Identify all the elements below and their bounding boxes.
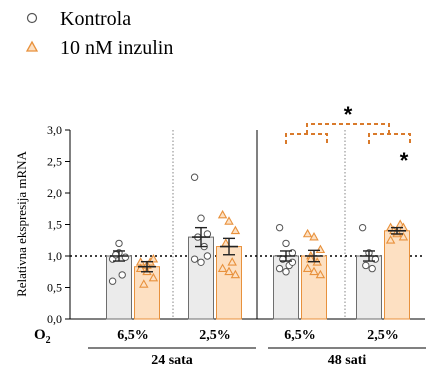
point-inzulin xyxy=(139,279,149,288)
legend: Kontrola 10 nM inzulin xyxy=(25,8,173,59)
significance-bracket xyxy=(306,123,390,134)
legend-kontrola-label: Kontrola xyxy=(60,8,131,30)
point-kontrola xyxy=(282,268,290,276)
bar-kontrola xyxy=(188,236,214,320)
point-inzulin xyxy=(217,263,228,272)
point-inzulin xyxy=(217,209,228,219)
point-inzulin xyxy=(302,263,313,272)
point-inzulin xyxy=(398,231,409,241)
point-kontrola xyxy=(275,223,284,232)
point-kontrola xyxy=(197,258,205,266)
point-kontrola xyxy=(197,214,205,222)
condition-label: 6,5% xyxy=(117,328,149,343)
group-label: 48 sati xyxy=(328,353,367,368)
bar-kontrola xyxy=(106,255,132,320)
point-kontrola xyxy=(112,251,120,259)
y-tick-label: 3,0 xyxy=(47,123,62,137)
point-inzulin xyxy=(309,231,319,241)
y-tick-label: 2,0 xyxy=(47,186,62,200)
error-bars xyxy=(110,226,406,273)
point-inzulin xyxy=(224,216,234,225)
point-kontrola xyxy=(115,239,123,248)
o2-label: O2 xyxy=(34,327,51,346)
significance-star: * xyxy=(344,102,353,127)
point-inzulin xyxy=(385,235,396,244)
point-kontrola xyxy=(282,239,290,248)
y-tick-label: 1,0 xyxy=(47,249,62,263)
significance-star: * xyxy=(400,148,409,173)
point-inzulin xyxy=(148,272,159,282)
point-inzulin xyxy=(230,269,241,279)
point-kontrola xyxy=(118,271,126,279)
point-inzulin xyxy=(227,257,237,266)
point-kontrola xyxy=(362,261,370,270)
point-kontrola xyxy=(288,258,297,266)
y-tick-label: 0,0 xyxy=(47,312,62,326)
point-kontrola xyxy=(368,264,376,273)
bar-inzulin xyxy=(134,266,160,320)
bar-inzulin xyxy=(216,246,242,320)
legend-kontrola-marker xyxy=(26,12,38,24)
point-inzulin xyxy=(148,254,159,263)
significance-bracket xyxy=(285,133,328,144)
bars xyxy=(106,230,410,320)
condition-label: 6,5% xyxy=(284,328,316,343)
point-inzulin xyxy=(315,244,326,254)
significance-annotations: ** xyxy=(285,102,411,173)
point-kontrola xyxy=(190,173,199,181)
legend-inzulin-marker xyxy=(25,40,39,52)
point-inzulin xyxy=(302,228,313,238)
significance-bracket xyxy=(368,133,411,144)
point-inzulin xyxy=(230,225,241,235)
y-axis-label: Relativna ekspresija mRNA xyxy=(14,150,29,296)
point-kontrola xyxy=(190,255,199,263)
bar-inzulin xyxy=(384,230,410,320)
y-ticks: 0,0 0,5 1,0 1,5 2,0 2,5 3,0 xyxy=(47,123,70,326)
point-kontrola xyxy=(203,230,212,238)
point-inzulin xyxy=(309,266,319,276)
point-kontrola xyxy=(108,277,117,285)
point-kontrola xyxy=(121,253,130,261)
condition-label: 2,5% xyxy=(199,328,231,343)
point-kontrola xyxy=(203,252,212,260)
point-inzulin xyxy=(135,263,146,272)
point-kontrola xyxy=(275,264,284,273)
point-kontrola xyxy=(358,223,367,232)
y-tick-label: 0,5 xyxy=(47,281,62,295)
point-inzulin xyxy=(315,269,326,279)
condition-label: 2,5% xyxy=(367,328,399,343)
y-tick-label: 2,5 xyxy=(47,155,62,169)
legend-inzulin-label: 10 nM inzulin xyxy=(60,37,173,59)
group-label: 24 sata xyxy=(151,353,193,368)
point-inzulin xyxy=(224,266,234,276)
y-tick-label: 1,5 xyxy=(47,218,62,232)
